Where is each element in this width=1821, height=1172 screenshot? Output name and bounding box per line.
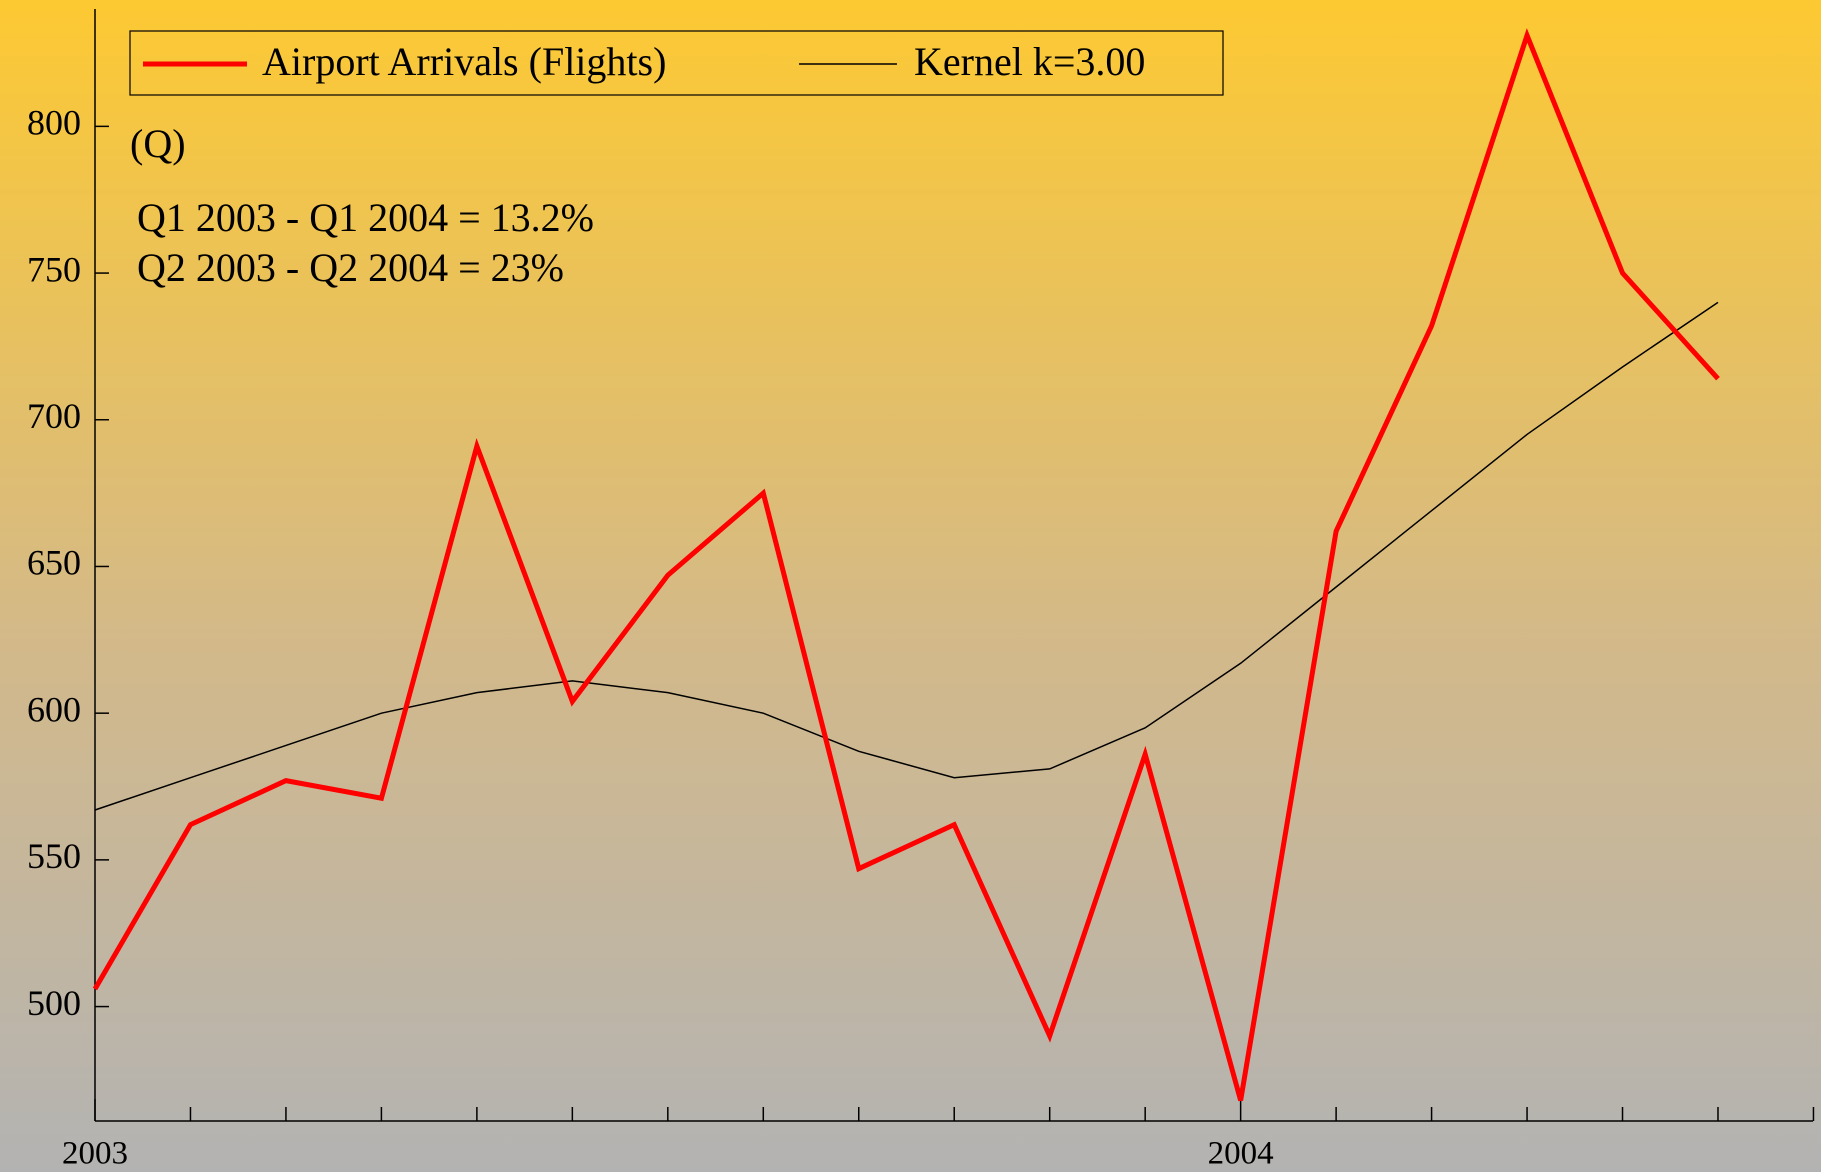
y-tick-label: 750 [27,249,81,289]
x-tick-label: 2004 [1208,1136,1274,1172]
series-line [94,301,1719,811]
y-tick-label: 500 [27,983,81,1023]
x-tick-label: 2003 [62,1136,128,1172]
y-tick-label: 800 [27,103,81,143]
annotation: Q2 2003 - Q2 2004 = 23% [137,245,564,290]
series-line [92,28,1720,1102]
y-tick-label: 600 [27,689,81,729]
legend-box [129,30,1224,96]
legend-label: Kernel k=3.00 [914,39,1145,84]
y-tick-label: 650 [27,543,81,583]
annotation: (Q) [130,121,186,166]
legend-label: Airport Arrivals (Flights) [262,39,666,84]
y-tick-label: 550 [27,836,81,876]
annotation: Q1 2003 - Q1 2004 = 13.2% [137,195,594,240]
legend: Airport Arrivals (Flights) Kernel k=3.00 [129,30,1224,96]
y-tick-label: 700 [27,396,81,436]
